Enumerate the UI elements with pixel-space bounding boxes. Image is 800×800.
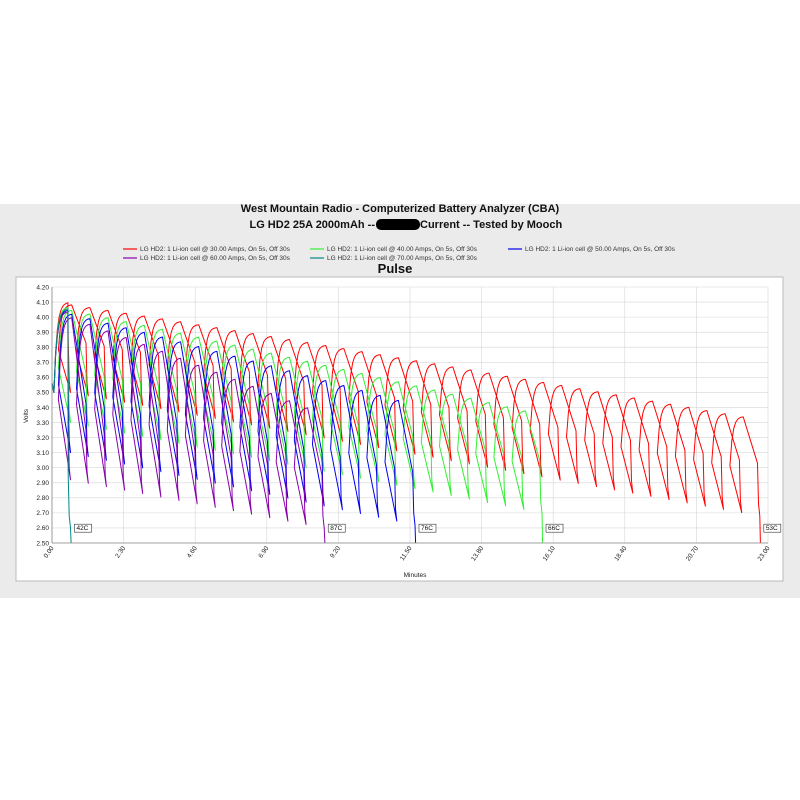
y-tick-label: 3.50 <box>36 390 49 397</box>
y-tick-label: 2.90 <box>36 480 49 487</box>
y-tick-label: 3.80 <box>36 345 49 352</box>
y-tick-label: 4.00 <box>36 314 49 321</box>
y-tick-label: 3.90 <box>36 329 49 336</box>
x-axis-label: Minutes <box>404 572 428 579</box>
y-tick-label: 3.00 <box>36 465 49 472</box>
y-tick-label: 4.20 <box>36 284 49 291</box>
legend-entry: LG HD2: 1 Li-ion cell @ 40.00 Amps, On 5… <box>327 246 478 253</box>
temp-label-box <box>545 523 564 533</box>
temp-label-box <box>74 523 92 533</box>
y-tick-label: 3.20 <box>36 435 49 442</box>
temp-label: 42C <box>76 525 88 532</box>
temp-label: 87C <box>330 525 342 532</box>
series-line <box>51 302 761 544</box>
chart-mode-label: Pulse <box>378 261 413 276</box>
y-tick-label: 3.60 <box>36 375 49 382</box>
y-axis-label: Volts <box>23 408 30 423</box>
chart-subtitle-right: Current -- Tested by Mooch <box>420 219 562 231</box>
chart: West Mountain Radio - Computerized Batte… <box>15 204 784 582</box>
chart-title: West Mountain Radio - Computerized Batte… <box>241 204 560 215</box>
y-tick-label: 2.50 <box>36 540 49 547</box>
y-tick-label: 3.70 <box>36 360 49 367</box>
y-tick-label: 2.80 <box>36 495 49 502</box>
temp-label-box <box>418 523 437 533</box>
legend: LG HD2: 1 Li-ion cell @ 30.00 Amps, On 5… <box>123 246 676 262</box>
temperature-labels: 53C 66C 76C 87C 42C <box>74 523 782 533</box>
temp-label: 53C <box>766 525 778 532</box>
y-tick-label: 3.40 <box>36 405 49 412</box>
legend-entry: LG HD2: 1 Li-ion cell @ 30.00 Amps, On 5… <box>140 246 291 253</box>
temp-label-box <box>327 523 346 533</box>
plot-frame <box>15 276 784 582</box>
temp-label-box <box>763 523 782 533</box>
chart-subtitle-left: LG HD2 25A 2000mAh -- <box>249 219 375 231</box>
temp-label: 66C <box>548 525 560 532</box>
y-tick-label: 2.60 <box>36 525 49 532</box>
legend-entry: LG HD2: 1 Li-ion cell @ 50.00 Amps, On 5… <box>525 246 676 253</box>
chart-panel: West Mountain Radio - Computerized Batte… <box>0 204 800 598</box>
y-tick-label: 3.30 <box>36 420 49 427</box>
y-tick-label: 2.70 <box>36 510 49 517</box>
series-line <box>51 311 326 544</box>
series-lines <box>51 302 761 544</box>
series-line <box>51 309 417 544</box>
series-line <box>51 308 72 544</box>
redacted-block <box>376 219 420 230</box>
y-tick-label: 4.10 <box>36 299 49 306</box>
y-tick-label: 3.10 <box>36 450 49 457</box>
legend-entry: LG HD2: 1 Li-ion cell @ 70.00 Amps, On 5… <box>327 255 478 262</box>
legend-entry: LG HD2: 1 Li-ion cell @ 60.00 Amps, On 5… <box>140 255 291 262</box>
series-line <box>51 306 544 544</box>
temp-label: 76C <box>421 525 433 532</box>
